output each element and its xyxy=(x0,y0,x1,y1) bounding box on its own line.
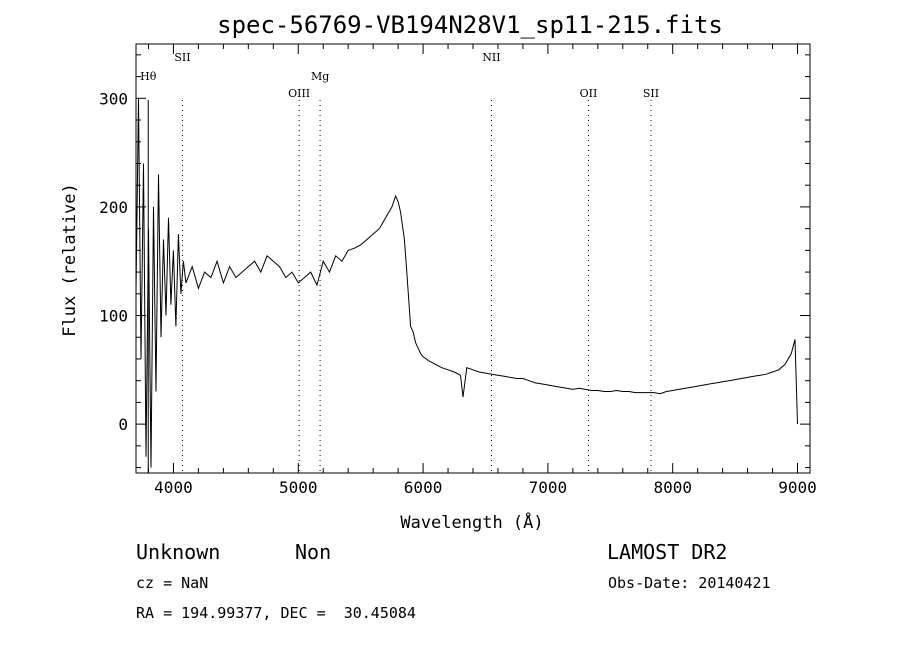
spectral-line-label: SII xyxy=(643,87,659,100)
subclass-label: Non xyxy=(295,540,332,564)
series-layer xyxy=(135,98,798,468)
obs-date-label: Obs-Date: 20140421 xyxy=(608,574,771,592)
survey-label: LAMOST DR2 xyxy=(607,540,728,564)
x-tick-label: 6000 xyxy=(404,478,443,497)
y-tick-label: 200 xyxy=(99,198,128,217)
x-tick-label: 9000 xyxy=(778,478,817,497)
plot-frame xyxy=(135,43,811,474)
y-tick-label: 100 xyxy=(99,307,128,326)
y-axis-label: Flux (relative) xyxy=(60,183,80,337)
x-tick-label: 4000 xyxy=(154,478,193,497)
spectral-line-label: SII xyxy=(174,51,190,64)
spectral-line-label: NII xyxy=(482,51,500,64)
spectral-line-label: OIII xyxy=(288,87,310,100)
spectral-line-label: OII xyxy=(580,87,598,100)
axis-ticks: 4000 5000 6000 7000 8000 9000 0 100 200 300 xyxy=(99,44,817,497)
coords-label: RA = 194.99377, DEC = 30.45084 xyxy=(136,604,416,622)
cz-label: cz = NaN xyxy=(136,574,209,592)
y-tick-label: 0 xyxy=(118,415,128,434)
y-tick-label: 300 xyxy=(99,89,128,108)
x-tick-label: 8000 xyxy=(653,478,692,497)
class-label: Unknown xyxy=(136,540,221,564)
x-tick-label: 5000 xyxy=(279,478,318,497)
chart-title: spec-56769-VB194N28V1_sp11-215.fits xyxy=(217,11,723,39)
spectrum-line xyxy=(135,98,798,468)
x-tick-label: 7000 xyxy=(529,478,568,497)
spectral-line-label: Hθ xyxy=(140,70,157,83)
spectral-line-label: Mg xyxy=(311,70,329,83)
x-axis-label: Wavelength (Å) xyxy=(400,511,543,533)
